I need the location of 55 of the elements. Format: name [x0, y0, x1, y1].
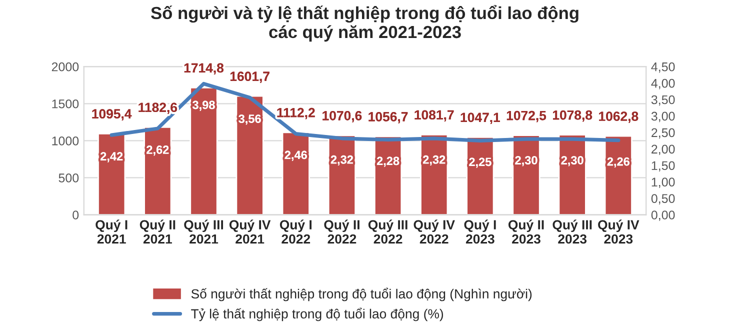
y-tick-label: 1000: [52, 136, 79, 146]
x-tick-label: Quý II 2023: [508, 220, 544, 244]
x-tick-label: Quý IV 2023: [598, 220, 640, 244]
y-tick-label: 500: [58, 174, 79, 182]
data-label: 2,42: [100, 152, 123, 162]
data-label: 1047,1: [460, 112, 500, 124]
x-tick-label: Quý II 2021: [140, 220, 176, 244]
data-label: 1182,6: [138, 102, 178, 114]
y-tick-label: 0: [72, 210, 79, 220]
data-label: 1078,8: [552, 110, 592, 122]
data-label: 1056,7: [368, 112, 408, 124]
data-label: 3,56: [238, 114, 261, 125]
y2-tick-label: 1,00: [652, 178, 675, 188]
x-tick-label: Quý III 2023: [552, 220, 592, 244]
y2-tick-label: 4,50: [651, 62, 675, 73]
x-tick-label: Quý I 2023: [464, 220, 496, 244]
data-label: 1714,8: [184, 63, 224, 75]
y2-tick-label: 3,00: [651, 112, 675, 122]
x-tick-label: Quý III 2021: [184, 220, 224, 244]
data-label: 1095,4: [92, 109, 132, 120]
data-label: 2,25: [469, 158, 492, 168]
x-tick-label: Quý I 2021: [96, 220, 128, 244]
y2-tick-label: 0,00: [651, 210, 675, 221]
data-label: 2,32: [330, 155, 353, 166]
bar: [190, 87, 218, 215]
y-tick-label: 1500: [52, 99, 79, 108]
y2-tick-label: 0,50: [651, 194, 675, 204]
x-tick-label: Quý II 2022: [324, 220, 360, 244]
y2-tick-label: 2,50: [652, 128, 675, 139]
y2-tick-label: 3,50: [651, 95, 675, 106]
y2-tick-label: 1,50: [652, 161, 675, 172]
y2-tick-label: 2,00: [652, 144, 675, 156]
data-label: 1072,5: [506, 110, 546, 122]
x-tick-label: Quý IV 2021: [229, 220, 271, 244]
data-label: 2,30: [561, 156, 584, 166]
data-label: 3,98: [192, 100, 215, 111]
data-label: 2,46: [284, 150, 307, 161]
data-label: 1070,6: [322, 111, 362, 122]
x-tick-label: Quý IV 2022: [414, 220, 455, 244]
legend-label: Số người thất nghiệp trong độ tuổi lao động (Nghìn người): [191, 288, 532, 302]
data-label: 2,30: [515, 156, 538, 166]
legend-label: Tỷ lệ thất nghiệp trong độ tuổi lao động (%): [191, 308, 444, 322]
y2-tick-label: 4,00: [651, 78, 675, 90]
data-label: 2,62: [146, 146, 169, 156]
data-label: 1062,8: [599, 112, 638, 123]
data-label: 1601,7: [230, 72, 270, 83]
data-label: 2,26: [607, 157, 630, 168]
x-tick-label: Quý III 2022: [368, 220, 408, 244]
data-label: 2,28: [376, 156, 400, 167]
x-tick-label: Quý I 2022: [280, 220, 312, 244]
chart-title: Số người và tỷ lệ thất nghiệp trong độ tuổi lao động các quý năm 2021-2023: [151, 4, 578, 42]
data-label: 1112,2: [277, 108, 315, 120]
data-label: 1081,7: [414, 110, 454, 122]
data-label: 2,32: [423, 155, 446, 166]
y-tick-label: 2000: [52, 62, 79, 72]
